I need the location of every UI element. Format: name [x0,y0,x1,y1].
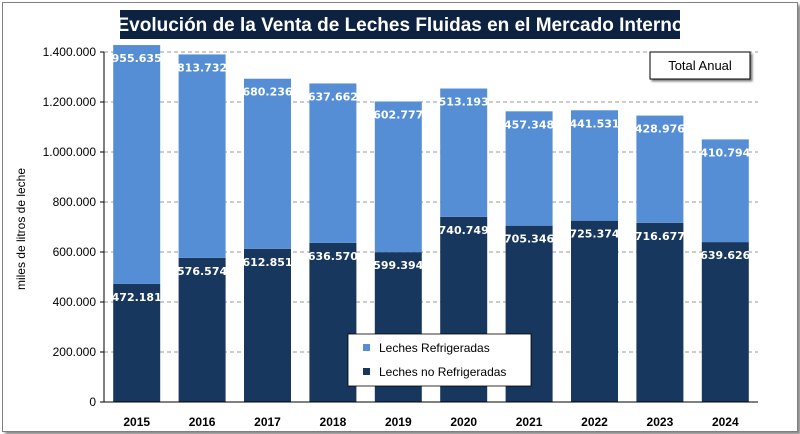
data-label: 636.570 [308,250,358,263]
data-label: 428.976 [635,123,685,136]
data-label: 955.635 [112,52,162,65]
data-label: 410.794 [700,146,750,159]
x-tick-label: 2023 [647,415,674,429]
bar-refrigeradas [113,45,161,284]
x-tick-label: 2022 [581,415,608,429]
x-tick-label: 2016 [189,415,216,429]
chart-title: Evolución de la Venta de Leches Fluidas … [117,15,684,36]
bars: 472.181 955.635 576.574 813.732 612.851 680.2… [112,45,751,402]
bar-refrigeradas [309,83,357,243]
y-tick-label: 1.000.000 [43,145,97,159]
x-tick-label: 2019 [385,415,412,429]
annotation-text: Total Anual [668,58,732,73]
bar-refrigeradas [178,54,226,258]
data-label: 740.749 [439,224,489,237]
y-tick-label: 1.200.000 [43,95,97,109]
annotation-box [649,51,751,80]
bar-refrigeradas [374,101,422,253]
bar-refrigeradas [440,88,488,217]
bar-no-refrigeradas [178,257,226,402]
data-label: 513.193 [439,96,489,109]
data-label: 680.236 [242,86,292,99]
x-tick-label: 2015 [123,415,150,429]
chart-svg: Evolución de la Venta de Leches Fluidas … [14,10,758,429]
data-label: 599.394 [373,259,423,272]
y-tick-label: 0 [89,395,96,409]
bar-no-refrigeradas [244,248,291,402]
data-label: 705.346 [504,233,554,246]
data-label: 716.677 [635,230,685,243]
y-tick-label: 200.000 [53,345,97,359]
y-axis-title: miles de litros de leche [14,168,28,290]
bar-refrigeradas [701,139,749,243]
bar-refrigeradas [244,78,291,249]
data-label: 612.851 [242,256,292,269]
bar-no-refrigeradas [636,222,684,402]
bar-refrigeradas [571,110,618,221]
data-label: 639.626 [700,249,750,262]
legend-box [347,333,532,387]
data-label: 602.777 [373,108,423,121]
y-axis: 0 200.000 400.000 600.000 800.000 1.000.000 1.… [43,45,105,409]
data-label: 457.348 [504,118,554,131]
legend-label-refrigeradas: Leches Refrigeradas [379,341,490,355]
x-tick-label: 2024 [712,415,739,429]
legend-swatch-no-refrigeradas [363,368,370,375]
y-tick-label: 800.000 [53,195,97,209]
y-tick-label: 600.000 [53,245,97,259]
y-tick-label: 1.400.000 [43,45,97,59]
data-label: 472.181 [112,291,162,304]
x-tick-label: 2018 [320,415,347,429]
bar-no-refrigeradas [113,283,161,402]
bar-refrigeradas [505,111,553,226]
legend-label-no-refrigeradas: Leches no Refrigeradas [379,365,506,379]
x-tick-label: 2021 [516,415,543,429]
x-tick-label: 2020 [450,415,477,429]
data-label: 637.662 [308,90,358,103]
data-label: 813.732 [177,61,227,74]
data-label: 576.574 [177,265,227,278]
x-axis: 2015 2016 2017 2018 2019 2020 2021 2022 2023 2024 [104,401,758,429]
data-label: 441.531 [569,117,619,130]
y-tick-label: 400.000 [53,295,97,309]
bar-no-refrigeradas [701,242,749,402]
bar-no-refrigeradas [571,220,618,402]
data-label: 725.374 [569,228,619,241]
bar-refrigeradas [636,115,684,223]
x-tick-label: 2017 [254,415,281,429]
title-box [120,10,680,39]
legend-swatch-refrigeradas [363,344,370,351]
